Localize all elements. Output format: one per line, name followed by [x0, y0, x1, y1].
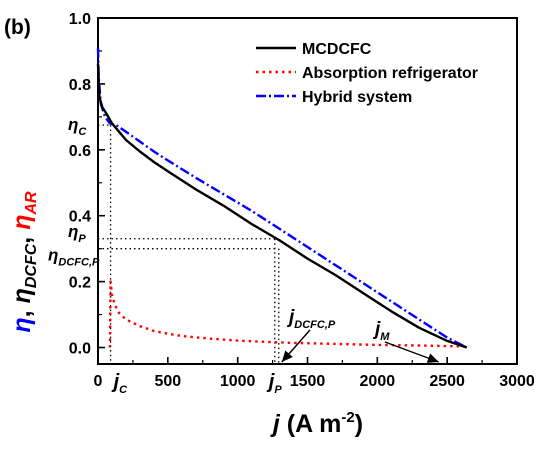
- x-axis-title-unit: (A m: [280, 410, 342, 438]
- label-eta-p-symbol: η: [68, 222, 78, 241]
- x-axis-title-exponent: -2: [341, 409, 354, 426]
- label-j-m: jM: [372, 319, 390, 343]
- x-tick-label: 1000: [220, 373, 256, 390]
- label-j-dcfc-p-subscript: DCFC,P: [294, 319, 336, 331]
- x-tick-label: 1500: [290, 373, 326, 390]
- label-j-p-symbol: j: [266, 371, 275, 393]
- y-tick-label: 0.6: [69, 143, 91, 160]
- label-eta-dcfc-p-symbol: η: [48, 246, 58, 265]
- label-j-c: jC: [111, 371, 129, 396]
- x-tick-label: 2500: [429, 373, 465, 390]
- y-axis-title-eta-ar: η: [8, 215, 36, 230]
- y-axis-title-eta-dcfc: η: [8, 288, 36, 303]
- label-j-p: jP: [266, 371, 283, 396]
- y-axis-title-eta: η: [8, 317, 36, 332]
- y-tick-label: 0.2: [69, 275, 91, 292]
- y-tick-label: 0.8: [69, 77, 91, 94]
- x-axis-title-symbol: j: [270, 410, 281, 438]
- y-axis-title-dcfc-sub: DCFC: [23, 243, 40, 288]
- label-j-m-symbol: j: [372, 319, 381, 340]
- x-axis-title: j (A m-2): [270, 409, 363, 438]
- label-j-c-subscript: C: [119, 384, 128, 396]
- x-axis-title-close: ): [355, 410, 363, 438]
- legend-label-hybrid-system: Hybrid system: [302, 89, 412, 106]
- x-tick-label: 2000: [360, 373, 396, 390]
- legend-label-mcdcfc: MCDCFC: [302, 41, 372, 58]
- label-j-dcfc-p-symbol: j: [286, 307, 295, 328]
- x-axis: 0 500 1000 1500 2000 2500 3000: [94, 357, 535, 390]
- y-axis: 0.0 0.2 0.4 0.6 0.8 1.0: [69, 11, 105, 358]
- guide-lines: [98, 124, 280, 364]
- series-line-hybrid-system: [96, 47, 468, 349]
- label-eta-c: ηC: [68, 115, 87, 138]
- label-j-p-subscript: P: [274, 384, 282, 396]
- arrow-j-m-head: [426, 353, 439, 363]
- series-line-mcdcfc: [96, 64, 468, 349]
- x-tick-label: 0: [94, 373, 103, 390]
- label-eta-dcfc-p: ηDCFC,P: [48, 246, 100, 269]
- y-axis-title-ar-sub: AR: [23, 191, 40, 216]
- label-eta-p-subscript: P: [78, 233, 86, 245]
- label-eta-c-symbol: η: [68, 115, 78, 134]
- label-j-c-symbol: j: [111, 371, 120, 393]
- label-j-m-subscript: M: [380, 331, 390, 343]
- x-tick-label: 500: [154, 373, 181, 390]
- y-axis-title-sep2: ,: [8, 230, 36, 244]
- y-tick-label: 0.4: [69, 209, 91, 226]
- label-eta-p: ηP: [68, 222, 86, 245]
- label-j-dcfc-p: jDCFC,P: [286, 307, 336, 331]
- label-eta-dcfc-p-subscript: DCFC,P: [58, 257, 100, 269]
- legend: MCDCFC Absorption refrigerator Hybrid sy…: [256, 41, 478, 106]
- y-tick-label: 0.0: [69, 341, 91, 358]
- y-axis-title-sep1: ,: [8, 303, 36, 317]
- legend-label-absorption-refrigerator: Absorption refrigerator: [302, 65, 478, 82]
- x-tick-label: 3000: [499, 373, 535, 390]
- panel-label: (b): [4, 16, 31, 39]
- y-tick-label: 1.0: [69, 11, 91, 28]
- y-axis-title: η, ηDCFC, ηAR: [8, 191, 40, 333]
- label-eta-c-subscript: C: [78, 126, 87, 138]
- arrow-j-dcfc-p-head: [281, 350, 293, 362]
- series-layer: [96, 47, 468, 349]
